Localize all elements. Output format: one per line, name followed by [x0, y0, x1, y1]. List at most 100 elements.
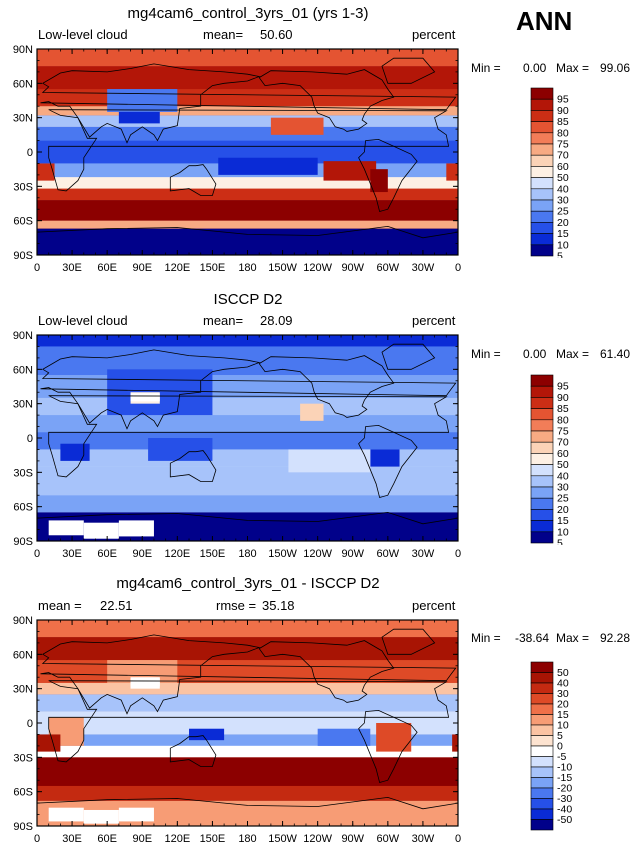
colorbar-label: 60: [557, 448, 569, 460]
colorbar-swatch: [530, 166, 554, 178]
x-tick-label: 60E: [97, 262, 117, 274]
panel-1-max-label: Max =: [556, 61, 590, 75]
field-region: [37, 637, 458, 661]
panel-3-max-value: 92.28: [600, 631, 631, 645]
coastline: [258, 640, 395, 703]
x-tick-label: 60E: [97, 833, 117, 845]
x-tick-label: 180: [238, 548, 256, 560]
colorbar-swatch: [530, 154, 554, 167]
missing-data: [130, 393, 160, 402]
panel-1-min-label: Min =: [471, 61, 501, 75]
coastline: [381, 343, 436, 370]
x-tick-label: 120W: [303, 262, 332, 274]
x-tick-label: 120W: [303, 833, 332, 845]
colorbar-label: 75: [557, 426, 569, 438]
colorbar-label: 90: [557, 392, 569, 404]
field-region: [446, 163, 458, 181]
colorbar-label: 10: [557, 720, 569, 732]
x-tick-label: 150E: [200, 833, 226, 845]
colorbar-swatch: [530, 87, 554, 100]
panel-2-max-value: 61.40: [600, 347, 631, 361]
colorbar-swatch: [530, 497, 554, 510]
colorbar-swatch: [530, 714, 554, 726]
panel-1-mean-label: mean=: [203, 27, 244, 42]
coastline: [40, 63, 457, 144]
colorbar-swatch: [530, 188, 554, 201]
colorbar-label: 25: [557, 206, 569, 218]
field-region: [37, 734, 61, 752]
colorbar-swatch: [530, 787, 554, 799]
colorbar-swatch: [530, 486, 554, 499]
y-tick-label: 0: [27, 718, 33, 730]
colorbar-label: 75: [557, 139, 569, 151]
field-region: [37, 177, 458, 189]
coastline: [358, 709, 418, 783]
missing-data: [118, 520, 154, 537]
coastline: [169, 735, 217, 767]
x-tick-label: 150E: [200, 262, 226, 274]
colorbar-label: 30: [557, 688, 569, 700]
colorbar-label: 95: [557, 381, 569, 393]
panel-1-title: mg4cam6_control_3yrs_01 (yrs 1-3): [127, 5, 369, 22]
panel-2-mean-value: 28.09: [260, 313, 293, 328]
y-tick-label: 30N: [13, 113, 33, 125]
colorbar-swatch: [530, 244, 554, 257]
colorbar-label: 25: [557, 493, 569, 505]
y-tick-label: 60S: [13, 787, 33, 799]
colorbar-label: 80: [557, 414, 569, 426]
colorbar-swatch: [530, 453, 554, 465]
colorbar-swatch: [530, 661, 554, 673]
missing-data: [48, 520, 84, 536]
panel-2-variable-label: Low-level cloud: [38, 313, 128, 328]
colorbar-label: 85: [557, 116, 569, 128]
panel-1-mean-value: 50.60: [260, 27, 293, 42]
x-tick-label: 150W: [268, 833, 297, 845]
y-tick-label: 60N: [13, 364, 33, 376]
coastline: [381, 57, 436, 84]
colorbar-swatch: [530, 419, 554, 432]
panel-3-rmse-value: 35.18: [262, 598, 295, 613]
colorbar-swatch: [530, 233, 554, 246]
colorbar-swatch: [530, 703, 554, 715]
y-tick-label: 30S: [13, 181, 33, 193]
panel-3-mean-value: 22.51: [100, 598, 133, 613]
colorbar-label: 50: [557, 172, 569, 184]
x-tick-label: 60W: [377, 833, 400, 845]
panel-2-min-value: 0.00: [523, 347, 547, 361]
y-tick-label: 90N: [13, 44, 33, 56]
field-region: [317, 728, 371, 746]
colorbar-swatch: [530, 222, 554, 234]
x-tick-label: 90E: [132, 548, 152, 560]
colorbar-label: 10: [557, 526, 569, 538]
colorbar-label: 50: [557, 459, 569, 471]
x-tick-label: 60W: [377, 548, 400, 560]
colorbar-label: 20: [557, 699, 569, 711]
y-tick-label: 90S: [13, 821, 33, 833]
x-tick-label: 90W: [341, 833, 364, 845]
field-region: [37, 115, 458, 127]
coastline: [169, 164, 217, 196]
colorbar-swatch: [530, 777, 554, 789]
colorbar-label: 10: [557, 239, 569, 251]
x-tick-label: 90E: [132, 262, 152, 274]
y-tick-label: 90S: [13, 250, 33, 262]
panel-3-map: 0 30E 60E 90E 120E 150E 180 150W 120W 90W 60W 30W 09…: [13, 615, 461, 845]
colorbar-label: -50: [557, 814, 572, 826]
colorbar-swatch: [530, 441, 554, 454]
colorbar-label: 5: [557, 730, 563, 742]
field-region: [37, 757, 458, 786]
x-tick-label: 30E: [62, 548, 82, 560]
y-tick-label: 90S: [13, 536, 33, 548]
y-tick-label: 60N: [13, 78, 33, 90]
colorbar-swatch: [530, 693, 554, 705]
colorbar-label: -10: [557, 762, 572, 774]
coastline: [40, 349, 457, 430]
coastline: [358, 424, 418, 498]
colorbar-label: -30: [557, 793, 572, 805]
colorbar-label: 15: [557, 709, 569, 721]
colorbar-label: 85: [557, 403, 569, 415]
colorbar-swatch: [530, 397, 554, 409]
panel-2-title: ISCCP D2: [213, 291, 283, 308]
y-tick-label: 0: [27, 433, 33, 445]
